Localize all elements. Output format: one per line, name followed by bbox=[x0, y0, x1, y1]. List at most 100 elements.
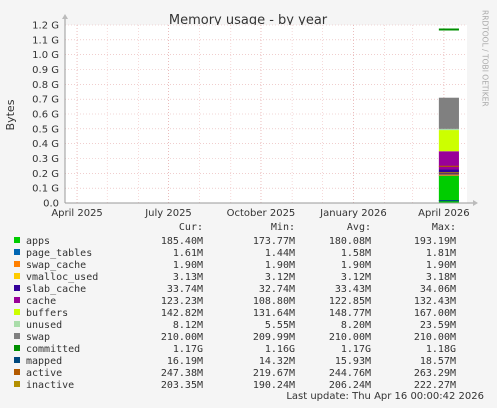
x-tick-label: October 2025 bbox=[227, 208, 296, 219]
legend-swatch-swap_cache bbox=[14, 261, 20, 267]
y-tick-label: 0.5 G bbox=[32, 124, 59, 135]
legend-value: 209.99M bbox=[253, 332, 295, 343]
legend-swatch-vmalloc_used bbox=[14, 273, 20, 279]
legend-value: 1.17G bbox=[341, 344, 371, 355]
legend-header: Min: bbox=[271, 222, 295, 233]
legend-name-buffers: buffers bbox=[26, 308, 68, 319]
y-tick-label: 0.2 G bbox=[32, 169, 59, 180]
area-swap_cache bbox=[438, 174, 459, 176]
legend-value: 3.12M bbox=[265, 272, 295, 283]
legend-header: Cur: bbox=[179, 222, 203, 233]
legend-value: 8.12M bbox=[173, 320, 203, 331]
legend-swatch-unused bbox=[14, 321, 20, 327]
x-tick-label: July 2025 bbox=[144, 208, 192, 219]
legend-value: 108.80M bbox=[253, 296, 295, 307]
legend-value: 173.77M bbox=[253, 236, 295, 247]
legend-name-vmalloc_used: vmalloc_used bbox=[26, 272, 98, 283]
legend-swatch-apps bbox=[14, 237, 20, 243]
legend-value: 3.13M bbox=[173, 272, 203, 283]
axes bbox=[62, 14, 478, 206]
legend-swatch-buffers bbox=[14, 309, 20, 315]
legend-value: 1.90M bbox=[426, 260, 456, 271]
legend-value: 1.90M bbox=[341, 260, 371, 271]
y-tick-label: 0.9 G bbox=[32, 65, 59, 76]
legend-value: 32.74M bbox=[259, 284, 295, 295]
legend-name-mapped: mapped bbox=[26, 356, 62, 367]
x-tick-label: April 2025 bbox=[51, 208, 102, 219]
legend-value: 1.90M bbox=[265, 260, 295, 271]
legend-swatch-active bbox=[14, 369, 20, 375]
y-axis-ticks: 0.0 0.1 G 0.2 G 0.3 G 0.4 G 0.5 G 0.6 G 0.7 G 0.… bbox=[32, 21, 59, 210]
legend-value: 185.40M bbox=[161, 236, 203, 247]
legend-value: 193.19M bbox=[414, 236, 456, 247]
area-vmalloc_used bbox=[438, 174, 459, 176]
legend-value: 148.77M bbox=[329, 308, 371, 319]
legend-name-slab_cache: slab_cache bbox=[26, 284, 86, 295]
legend-value: 167.00M bbox=[414, 308, 456, 319]
legend: Cur: Min: Avg: Max: apps 185.40M 173.77M 180.08… bbox=[14, 222, 456, 391]
legend-value: 15.93M bbox=[335, 356, 371, 367]
legend-value: 203.35M bbox=[161, 380, 203, 391]
legend-value: 1.18G bbox=[426, 344, 456, 355]
last-update: Last update: Thu Apr 16 00:00:42 2026 bbox=[286, 391, 484, 402]
area-cache bbox=[438, 151, 459, 170]
legend-value: 206.24M bbox=[329, 380, 371, 391]
legend-value: 3.18M bbox=[426, 272, 456, 283]
legend-name-unused: unused bbox=[26, 320, 62, 331]
legend-value: 1.58M bbox=[341, 248, 371, 259]
x-tick-label: January 2026 bbox=[319, 208, 387, 219]
legend-value: 190.24M bbox=[253, 380, 295, 391]
area-slab_cache bbox=[438, 169, 459, 175]
legend-value: 210.00M bbox=[329, 332, 371, 343]
legend-value: 222.27M bbox=[414, 380, 456, 391]
legend-name-committed: committed bbox=[26, 344, 80, 355]
area-unused bbox=[438, 128, 459, 131]
legend-swatch-inactive bbox=[14, 381, 20, 387]
legend-swatch-cache bbox=[14, 297, 20, 303]
legend-value: 1.61M bbox=[173, 248, 203, 259]
legend-value: 1.16G bbox=[265, 344, 295, 355]
x-axis-arrow bbox=[473, 200, 478, 206]
chart-title: Memory usage - by year bbox=[169, 13, 328, 28]
legend-name-page_tables: page_tables bbox=[26, 248, 92, 259]
legend-value: 123.23M bbox=[161, 296, 203, 307]
legend-value: 3.12M bbox=[341, 272, 371, 283]
legend-swatch-mapped bbox=[14, 357, 20, 363]
legend-name-active: active bbox=[26, 368, 62, 379]
legend-value: 219.67M bbox=[253, 368, 295, 379]
legend-name-swap_cache: swap_cache bbox=[26, 260, 86, 271]
y-tick-label: 0.8 G bbox=[32, 80, 59, 91]
legend-header: Avg: bbox=[347, 222, 371, 233]
y-tick-label: 1.1 G bbox=[32, 35, 59, 46]
legend-value: 33.74M bbox=[167, 284, 203, 295]
legend-value: 16.19M bbox=[167, 356, 203, 367]
watermark: RRDTOOL / TOBI OETIKER bbox=[481, 10, 490, 107]
legend-swatch-swap bbox=[14, 333, 20, 339]
legend-value: 1.90M bbox=[173, 260, 203, 271]
legend-value: 5.55M bbox=[265, 320, 295, 331]
y-tick-label: 0.4 G bbox=[32, 139, 59, 150]
legend-value: 131.64M bbox=[253, 308, 295, 319]
legend-value: 263.29M bbox=[414, 368, 456, 379]
y-tick-label: 1.2 G bbox=[32, 21, 59, 32]
y-tick-label: 0.0 bbox=[43, 199, 59, 210]
area-buffers bbox=[438, 130, 459, 152]
x-tick-label: April 2026 bbox=[418, 208, 469, 219]
legend-value: 210.00M bbox=[161, 332, 203, 343]
y-tick-label: 0.7 G bbox=[32, 95, 59, 106]
y-tick-label: 0.1 G bbox=[32, 184, 59, 195]
legend-name-swap: swap bbox=[26, 332, 50, 343]
series-lines bbox=[438, 28, 459, 202]
legend-value: 247.38M bbox=[161, 368, 203, 379]
legend-name-apps: apps bbox=[26, 236, 50, 247]
legend-value: 1.44M bbox=[265, 248, 295, 259]
legend-value: 244.76M bbox=[329, 368, 371, 379]
x-axis-ticks: April 2025 July 2025 October 2025 January 2… bbox=[51, 208, 469, 219]
legend-value: 142.82M bbox=[161, 308, 203, 319]
legend-value: 210.00M bbox=[414, 332, 456, 343]
legend-value: 1.81M bbox=[426, 248, 456, 259]
legend-swatch-committed bbox=[14, 345, 20, 351]
legend-value: 8.20M bbox=[341, 320, 371, 331]
legend-name-inactive: inactive bbox=[26, 380, 74, 391]
